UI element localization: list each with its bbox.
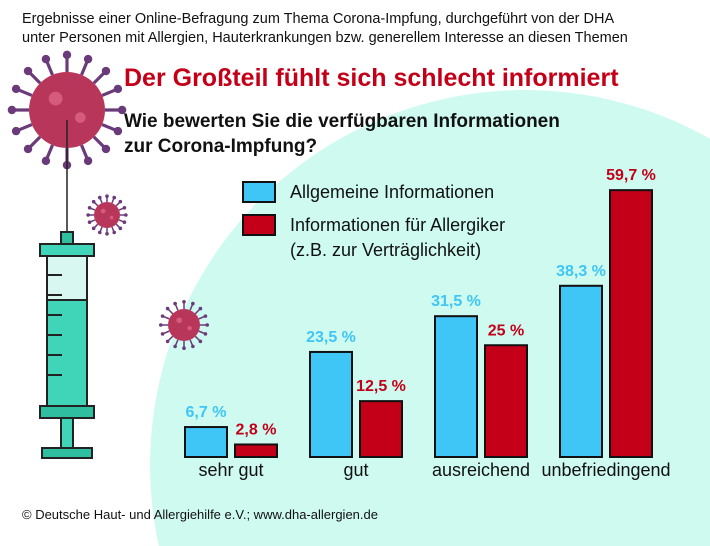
data-label: 12,5 %	[356, 378, 406, 395]
bar-general	[559, 284, 603, 459]
bar-general	[309, 350, 353, 458]
syringe-icon	[39, 120, 95, 459]
bar-allergy	[609, 189, 653, 459]
legend-swatch-allergy	[242, 214, 276, 236]
bar-general	[184, 426, 228, 458]
bar-chart: 6,7 % 2,8 % sehr gut 23,5 % 12,5 % gut 31,5 % 2…	[184, 167, 671, 480]
bar-general	[434, 315, 478, 458]
bar-allergy	[359, 400, 403, 458]
data-label: 59,7 %	[606, 167, 656, 184]
chart-title: Wie bewerten Sie die verfügbaren Informa…	[124, 109, 560, 159]
bar-allergy	[234, 443, 278, 459]
chart-title-line: Wie bewerten Sie die verfügbaren Informa…	[124, 111, 560, 132]
bar-allergy	[484, 344, 528, 458]
category-label: sehr gut	[198, 460, 263, 480]
data-label: 23,5 %	[306, 329, 356, 346]
legend-swatch-general	[242, 181, 276, 203]
legend-label-general: Allgemeine Informationen	[290, 182, 495, 202]
data-label: 31,5 %	[431, 293, 481, 310]
category-label: ausreichend	[432, 460, 530, 480]
category-label: unbefriedingend	[541, 460, 670, 480]
legend-label-allergy-note: (z.B. zur Verträglichkeit)	[290, 240, 482, 260]
data-label: 38,3 %	[556, 263, 606, 280]
copyright-footer: © Deutsche Haut- und Allergiehilfe e.V.;…	[22, 507, 378, 522]
virus-icon	[159, 300, 209, 351]
data-label: 6,7 %	[186, 404, 227, 421]
chart-title-line: zur Corona-Impfung?	[124, 136, 318, 157]
data-label: 25 %	[488, 322, 524, 339]
headline: Der Großteil fühlt sich schlecht informi…	[124, 64, 619, 92]
virus-icon	[86, 194, 128, 236]
intro-line: unter Personen mit Allergien, Hauterkran…	[22, 30, 628, 46]
legend-label-allergy: Informationen für Allergiker	[290, 215, 506, 235]
data-label: 2,8 %	[236, 421, 277, 438]
intro-text: Ergebnisse einer Online-Befragung zum Th…	[22, 10, 628, 48]
intro-line: Ergebnisse einer Online-Befragung zum Th…	[22, 11, 615, 27]
category-label: gut	[343, 460, 368, 480]
